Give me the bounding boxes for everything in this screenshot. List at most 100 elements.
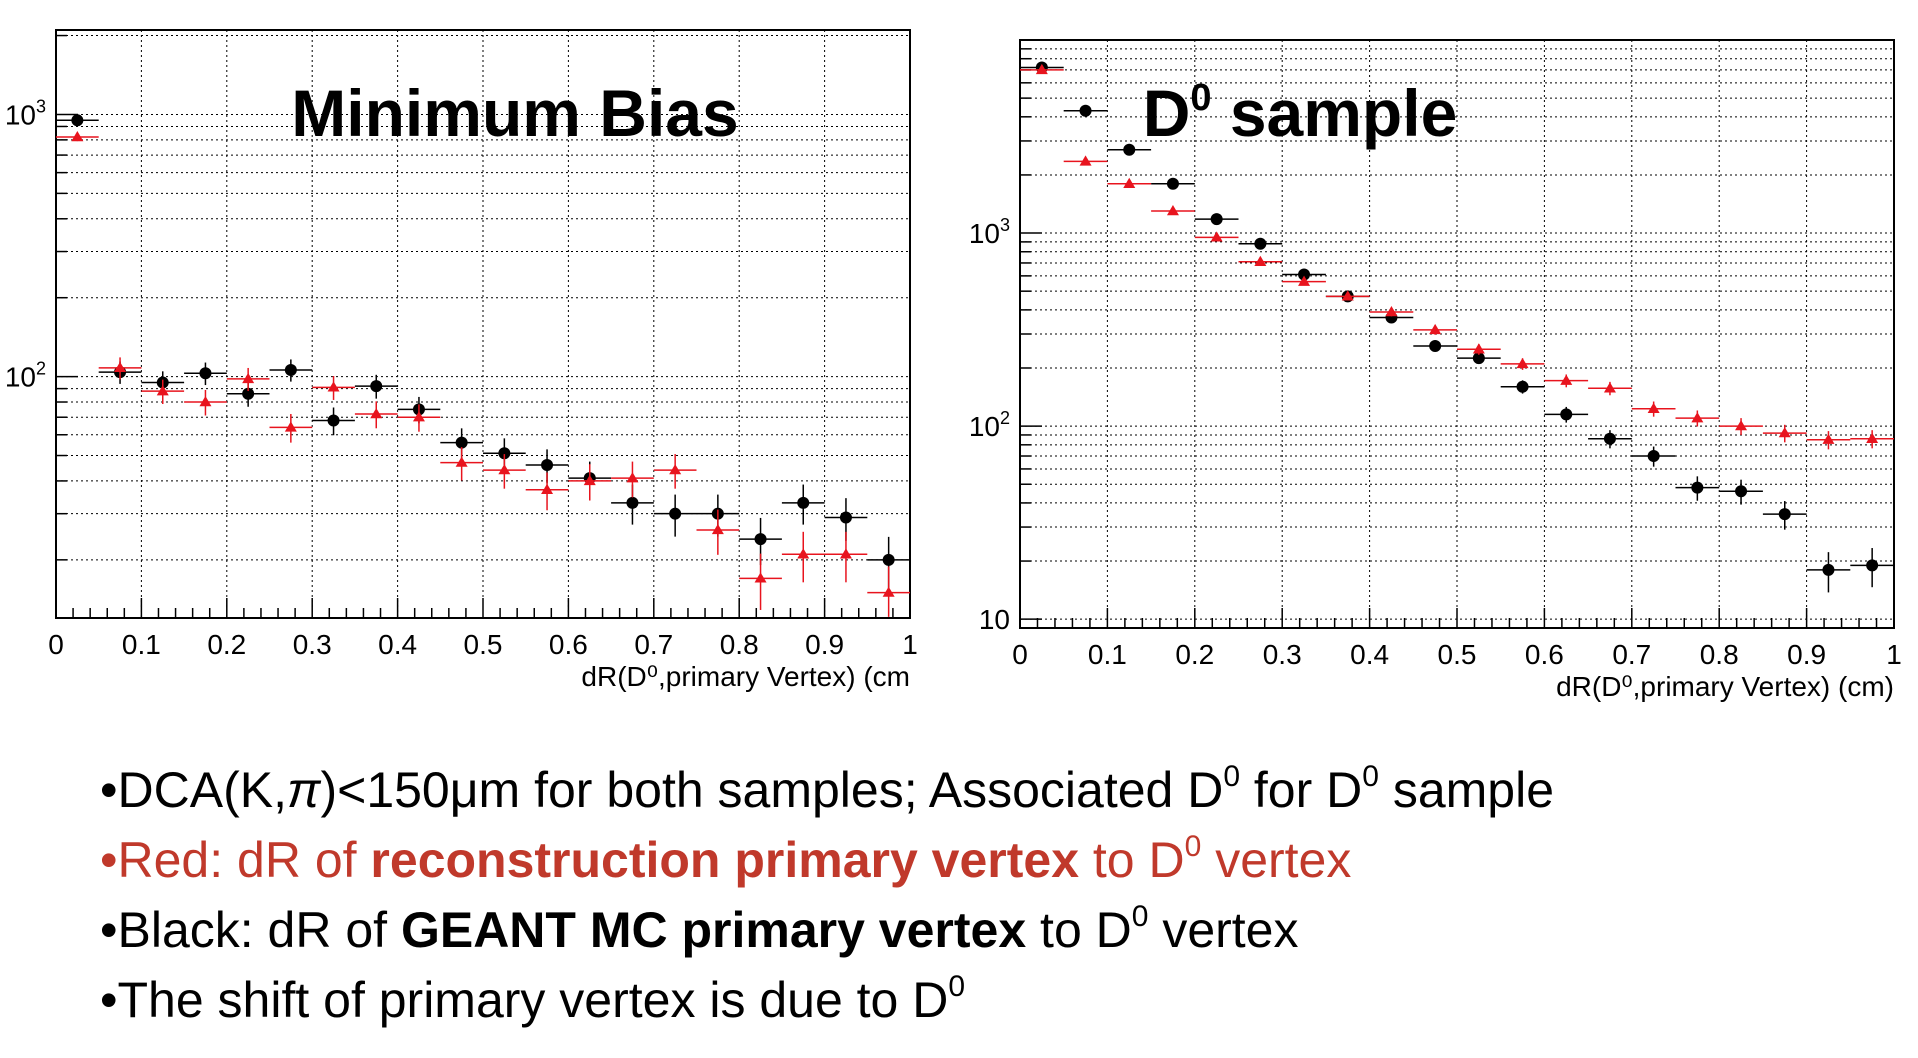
data-point — [71, 114, 84, 127]
x-tick-label: 0.1 — [1088, 639, 1127, 670]
note-red-series: •Red: dR of reconstruction primary verte… — [100, 830, 1352, 889]
data-point — [498, 464, 511, 475]
data-point — [1735, 420, 1748, 431]
data-point — [199, 396, 212, 407]
d0-sample-chart: 0 0.1 0.2 0.3 0.4 0.5 0.6 0.7 0.8 0.9 1 10 102 103 dR(… — [969, 39, 1902, 702]
note-dca-cut: •DCA(K,π)<150μm for both samples; Associ… — [100, 760, 1555, 819]
data-point — [797, 548, 810, 559]
y-tick-label: 102 — [969, 408, 1010, 442]
data-point — [242, 372, 255, 384]
y-tick-label: 103 — [5, 96, 46, 130]
data-point — [1822, 433, 1835, 444]
x-tick-label: 0.5 — [464, 629, 503, 660]
data-point — [839, 548, 852, 559]
data-point — [1079, 155, 1092, 166]
data-point — [156, 385, 169, 396]
data-point — [626, 496, 639, 509]
x-tick-label: 0.4 — [378, 629, 417, 660]
data-point — [71, 131, 84, 142]
data-point — [498, 447, 511, 460]
data-point — [1254, 255, 1267, 266]
x-axis-label: dR(D⁰,primary Vertex) (cm) — [1556, 671, 1894, 702]
data-point — [284, 363, 297, 376]
x-tick-label: 0.3 — [1263, 639, 1302, 670]
chart-title: Minimum Bias — [291, 76, 738, 150]
note-vertex-shift: •The shift of primary vertex is due to D… — [100, 970, 966, 1029]
data-point — [839, 511, 852, 524]
data-point — [1123, 143, 1136, 156]
data-point — [1166, 177, 1179, 190]
data-point — [882, 553, 895, 566]
data-point — [1647, 402, 1660, 413]
data-point — [1516, 380, 1529, 393]
data-point — [1079, 104, 1092, 117]
data-point — [1123, 177, 1136, 188]
data-point — [284, 421, 297, 432]
data-point — [199, 367, 212, 380]
x-tick-label: 0.3 — [293, 629, 332, 660]
data-point — [1866, 432, 1879, 443]
data-point — [583, 474, 596, 486]
data-point — [1385, 306, 1398, 317]
data-point — [754, 533, 767, 546]
data-point — [412, 411, 425, 422]
y-tick-label: 102 — [5, 359, 46, 393]
data-point — [1822, 563, 1835, 576]
data-point — [370, 380, 383, 393]
data-point — [1472, 352, 1485, 365]
data-point — [1035, 63, 1048, 75]
data-point — [1516, 357, 1529, 369]
data-point — [1778, 508, 1791, 521]
data-point — [1866, 559, 1879, 572]
data-point — [1603, 432, 1616, 445]
data-point — [1166, 205, 1179, 216]
data-point — [1298, 268, 1311, 281]
data-point — [882, 586, 895, 597]
data-point — [370, 408, 383, 419]
chart-title: D0 sample — [1143, 76, 1458, 150]
data-point — [1254, 237, 1267, 250]
data-point — [1210, 213, 1223, 226]
notes-list: •DCA(K,π)<150μm for both samples; Associ… — [100, 755, 1910, 1035]
data-point — [1472, 343, 1485, 354]
data-point — [327, 381, 340, 392]
x-tick-label: 0.9 — [805, 629, 844, 660]
data-point — [626, 472, 639, 483]
x-tick-label: 0.9 — [1787, 639, 1826, 670]
y-grid — [56, 34, 910, 561]
x-tick-label: 0.6 — [549, 629, 588, 660]
x-ticks — [55, 598, 911, 618]
data-point — [754, 572, 767, 583]
data-point — [1691, 412, 1704, 423]
data-point — [327, 414, 340, 427]
data-point — [711, 523, 724, 535]
data-point — [1735, 485, 1748, 498]
data-point — [1560, 408, 1573, 421]
x-grid — [1106, 40, 1808, 628]
data-point — [1691, 481, 1704, 494]
x-tick-label: 0.6 — [1525, 639, 1564, 670]
data-point — [1429, 339, 1442, 352]
x-tick-label: 0.8 — [720, 629, 759, 660]
data-point — [455, 436, 468, 449]
x-tick-label: 0 — [48, 629, 64, 660]
note-black-series: •Black: dR of GEANT MC primary vertex to… — [100, 900, 1299, 959]
data-point — [1210, 231, 1223, 242]
x-tick-label: 0.7 — [1612, 639, 1651, 670]
data-point — [1647, 450, 1660, 463]
data-point — [541, 483, 554, 495]
x-tick-label: 1 — [902, 629, 918, 660]
y-tick-label: 10 — [979, 604, 1010, 635]
x-tick-label: 1 — [1886, 639, 1902, 670]
x-tick-label: 0 — [1012, 639, 1028, 670]
data-point — [455, 456, 468, 467]
x-tick-label: 0.2 — [207, 629, 246, 660]
series-red — [1020, 63, 1894, 450]
series-red — [56, 131, 910, 617]
x-axis-label: dR(D⁰,primary Vertex) (cm — [581, 661, 910, 692]
x-tick-label: 0.5 — [1438, 639, 1477, 670]
data-point — [1778, 427, 1791, 438]
data-point — [541, 459, 554, 472]
data-point — [1341, 290, 1354, 301]
data-point — [669, 464, 682, 475]
